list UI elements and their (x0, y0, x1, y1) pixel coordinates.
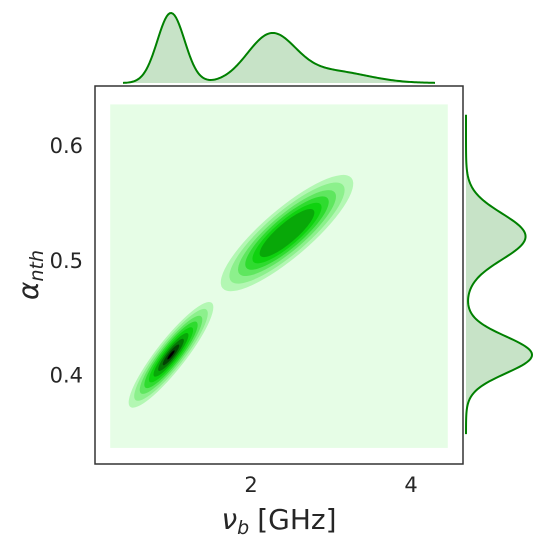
x-label-symbol: ν (222, 503, 238, 536)
y-label-subscript: nth (26, 250, 48, 282)
y-marginal-area (466, 114, 532, 435)
y-axis-label: αnth (12, 250, 48, 300)
kde-contour (167, 350, 175, 360)
y-tick-label: 0.4 (50, 364, 83, 388)
x-marginal-line (122, 11, 436, 84)
y-label-symbol: α (12, 281, 45, 300)
x-tick-label: 4 (404, 473, 417, 497)
kde-support (110, 104, 448, 448)
y-marginal-line (465, 114, 534, 435)
x-label-subscript: b (237, 517, 249, 539)
y-tick-label: 0.5 (50, 249, 83, 273)
x-tick-label: 2 (244, 473, 257, 497)
x-axis-label: νb [GHz] (222, 503, 337, 539)
axes-frame (94, 85, 464, 465)
x-label-unit: [GHz] (257, 503, 336, 536)
kde-contour (259, 209, 315, 258)
y-tick-label: 0.6 (50, 134, 83, 158)
x-marginal-area (123, 13, 435, 83)
